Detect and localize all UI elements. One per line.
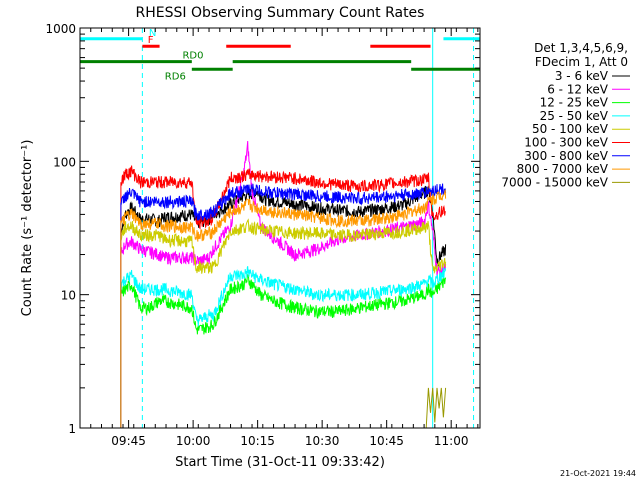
- chart-title: RHESSI Observing Summary Count Rates: [136, 5, 425, 21]
- series-line-6: [120, 183, 447, 428]
- series-line-5: [120, 165, 447, 428]
- series-line-3: [120, 266, 447, 428]
- legend-label-7: 800 - 7000 keV: [517, 162, 609, 176]
- series-line-7: [120, 189, 447, 428]
- legend: Det 1,3,4,5,6,9, FDecim 1, Att 0 3 - 6 k…: [501, 41, 630, 189]
- x-tick-label-3: 10:30: [305, 434, 340, 448]
- y-axis-label: Count Rate (s⁻¹ detector⁻¹): [20, 140, 35, 317]
- decim-bar-label-1: RD6: [165, 71, 186, 82]
- legend-label-2: 12 - 25 keV: [540, 96, 609, 110]
- legend-label-1: 6 - 12 keV: [547, 82, 609, 96]
- plot-area: NF RD0 RD6: [79, 28, 480, 429]
- timestamp: 21-Oct-2021 19:44: [560, 469, 636, 478]
- plot-frame: [79, 27, 481, 429]
- x-tick-label-0: 09:45: [111, 434, 146, 448]
- legend-label-4: 50 - 100 keV: [532, 122, 609, 136]
- legend-label-6: 300 - 800 keV: [524, 149, 608, 163]
- series-line-8: [425, 387, 447, 429]
- series-line-2: [120, 274, 447, 428]
- legend-header-line-2: FDecim 1, Att 0: [535, 55, 628, 69]
- legend-label-8: 7000 - 15000 keV: [501, 175, 608, 189]
- series-line-1: [120, 140, 447, 428]
- x-axis-label: Start Time (31-Oct-11 09:33:42): [175, 455, 385, 470]
- decim-bar-label-0: RD0: [182, 51, 203, 62]
- y-tick-label-1: 10: [61, 289, 76, 303]
- x-tick-label-1: 10:00: [176, 434, 211, 448]
- legend-label-3: 25 - 50 keV: [540, 109, 609, 123]
- x-tick-label-4: 10:45: [369, 434, 404, 448]
- series-line-4: [120, 218, 447, 428]
- axes: 09:45 10:00 10:15 10:30 10:45 11:00 1 10 100 1000: [45, 22, 480, 448]
- flare-bar-label-0: F: [148, 35, 154, 46]
- legend-header-line-1: Det 1,3,4,5,6,9,: [534, 41, 628, 55]
- x-tick-label-2: 10:15: [240, 434, 275, 448]
- x-tick-label-5: 11:00: [434, 434, 469, 448]
- y-tick-label-2: 100: [53, 155, 76, 169]
- night-bar-label-0: N: [149, 28, 156, 39]
- legend-label-5: 100 - 300 keV: [524, 136, 608, 150]
- legend-label-0: 3 - 6 keV: [555, 69, 609, 83]
- y-tick-label-3: 1000: [45, 22, 76, 36]
- y-tick-label-0: 1: [68, 422, 76, 436]
